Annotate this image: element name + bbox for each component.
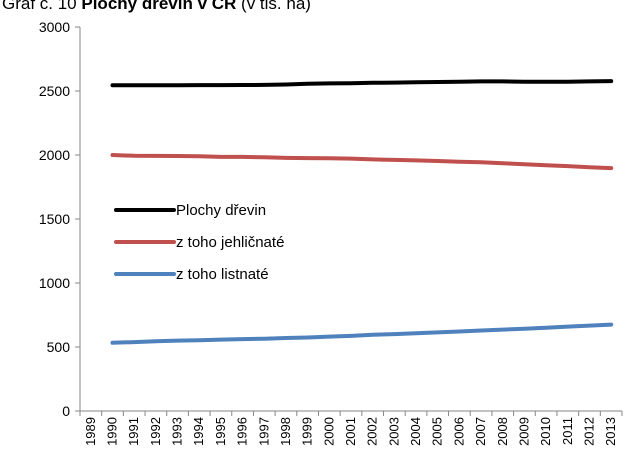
x-tick-label: 1998 [278,417,293,446]
x-tick-label: 1996 [235,417,250,446]
y-tick-label: 0 [62,403,70,419]
y-tick-label: 2500 [39,83,70,99]
x-tick-label: 1990 [105,417,120,446]
x-tick-label: 2008 [495,417,510,446]
x-tick-label: 2004 [408,417,423,446]
x-tick-label: 1992 [148,417,163,446]
x-tick-label: 1999 [300,417,315,446]
legend-label: Plochy dřevin [176,202,266,219]
x-tick-label: 2005 [430,417,445,446]
x-tick-label: 1993 [170,417,185,446]
x-tick-label: 1995 [213,417,228,446]
x-tick-label: 2007 [473,417,488,446]
x-tick-label: 2012 [581,417,596,446]
chart-title-suffix: (v tis. ha) [236,0,311,13]
x-tick-label: 1997 [256,417,271,446]
x-tick-label: 2003 [386,417,401,446]
x-axis-ticks: 1989 1990 1991 1992 1993 1994 1995 1996 1997 1998… [79,411,623,446]
y-tick-label: 2000 [39,147,70,163]
x-tick-label: 2006 [451,417,466,446]
y-axis-ticks: 0 500 1000 1500 2000 2500 3000 [39,19,80,419]
chart-title-prefix: Graf č. 10 [2,0,82,13]
x-tick-label: 2009 [516,417,531,446]
x-tick-label: 2011 [560,417,575,445]
series-line [110,79,614,88]
y-tick-label: 1500 [39,211,70,227]
x-tick-label: 2002 [365,417,380,446]
legend-label: z toho listnaté [176,266,269,283]
y-tick-label: 3000 [39,19,70,35]
y-tick-label: 1000 [39,275,70,291]
x-tick-label: 2001 [343,417,358,446]
series-line [110,322,614,345]
series-line [110,153,614,171]
x-tick-label: 1989 [83,417,98,446]
x-tick-label: 1991 [126,417,141,446]
legend-label: z toho jehličnaté [176,234,284,251]
x-tick-label: 2000 [321,417,336,446]
legend: Plochy dřevin z toho jehličnaté z toho lis… [114,202,284,283]
series-lines [110,79,614,345]
chart-title: Graf č. 10 Plochy dřevin v ČR (v tis. ha… [2,0,311,14]
y-tick-label: 500 [47,339,71,355]
x-tick-label: 1994 [191,417,206,446]
chart-title-bold: Plochy dřevin v ČR [81,0,237,13]
x-tick-label: 2010 [538,417,553,446]
x-tick-label: 2013 [603,417,618,446]
